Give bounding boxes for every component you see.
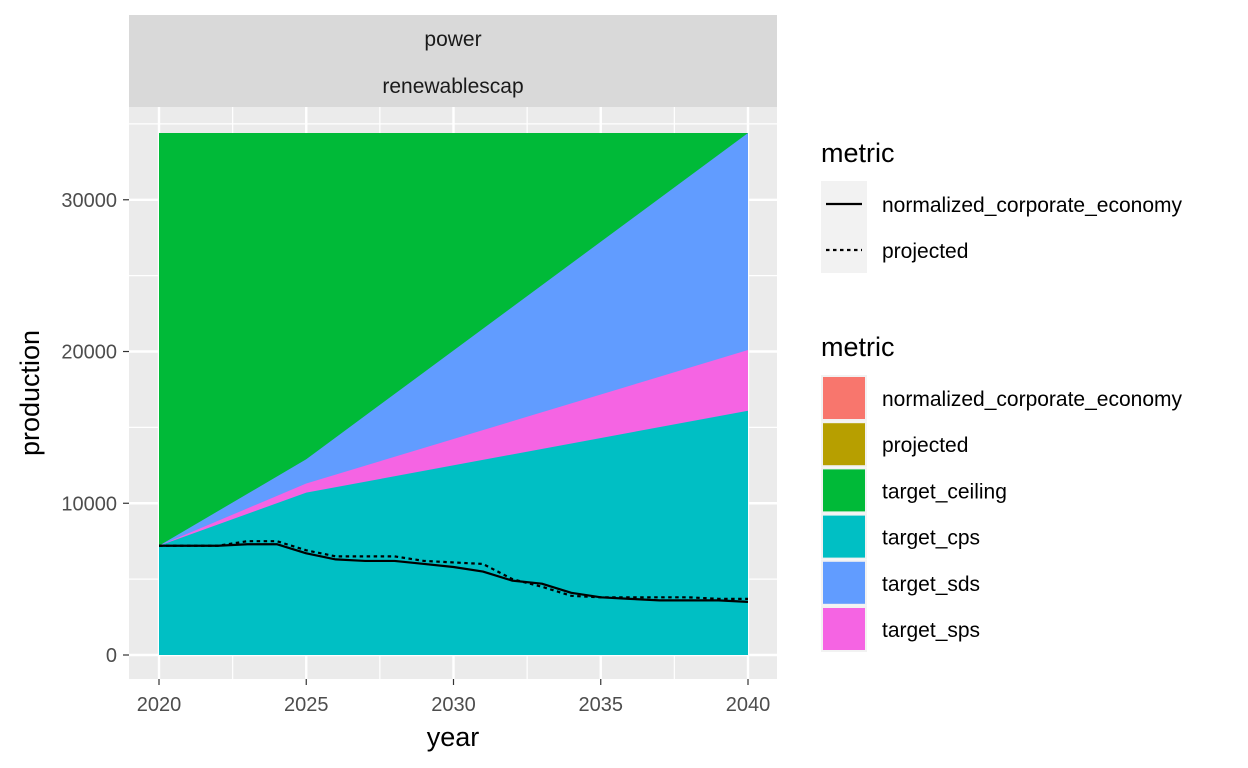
y-tick-label: 10000 xyxy=(61,493,117,515)
x-tick-label: 2025 xyxy=(284,694,329,716)
x-tick-label: 2040 xyxy=(726,694,771,716)
line-layer xyxy=(159,540,749,603)
y-tick-label: 0 xyxy=(106,645,117,667)
y-axis: 0 10000 20000 30000 xyxy=(61,190,129,667)
legend-linetype-keys-background xyxy=(821,181,867,273)
legend-fill: metric normalized_corporate_economyproje… xyxy=(821,332,1182,652)
y-axis-title: production xyxy=(15,330,45,456)
area-target-cps xyxy=(159,410,748,655)
y-tick-label: 20000 xyxy=(61,342,117,364)
x-axis-title: year xyxy=(427,722,480,752)
y-tick-label: 30000 xyxy=(61,190,117,212)
legend-linetype: metric normalized_corporate_economyproje… xyxy=(821,138,1182,273)
legend-fill-swatch xyxy=(823,561,865,604)
legend-fill-swatch xyxy=(823,608,865,650)
legend-fill-label: target_sps xyxy=(882,619,980,642)
legend-fill-label: target_ceiling xyxy=(882,480,1007,503)
legend-fill-swatch xyxy=(823,377,865,419)
facet-label-technology: renewablescap xyxy=(382,75,523,98)
legend-fill-label: projected xyxy=(882,434,968,457)
legend-fill-swatch xyxy=(823,423,865,466)
legend-fill-swatch xyxy=(823,515,865,558)
legend-linetype-label: projected xyxy=(882,240,968,263)
facet-strip: power renewablescap xyxy=(129,15,777,107)
line-normalized-corporate-economy xyxy=(159,543,749,603)
legend-fill-label: target_sds xyxy=(882,573,980,596)
legend-fill-title: metric xyxy=(821,332,895,362)
legend-fill-label: normalized_corporate_economy xyxy=(882,388,1182,411)
legend-fill-swatch xyxy=(823,469,865,512)
facet-label-sector: power xyxy=(424,28,481,51)
legend-linetype-label: normalized_corporate_economy xyxy=(882,194,1182,217)
facet-strip-background xyxy=(129,15,777,107)
legend-linetype-title: metric xyxy=(821,138,895,168)
x-axis: 2020 2025 2030 2035 2040 xyxy=(137,679,771,716)
line-projected xyxy=(159,540,748,600)
x-tick-label: 2030 xyxy=(431,694,476,716)
legend-fill-label: target_cps xyxy=(882,527,980,550)
x-tick-label: 2020 xyxy=(137,694,182,716)
area-layer xyxy=(159,133,748,655)
x-tick-label: 2035 xyxy=(579,694,624,716)
